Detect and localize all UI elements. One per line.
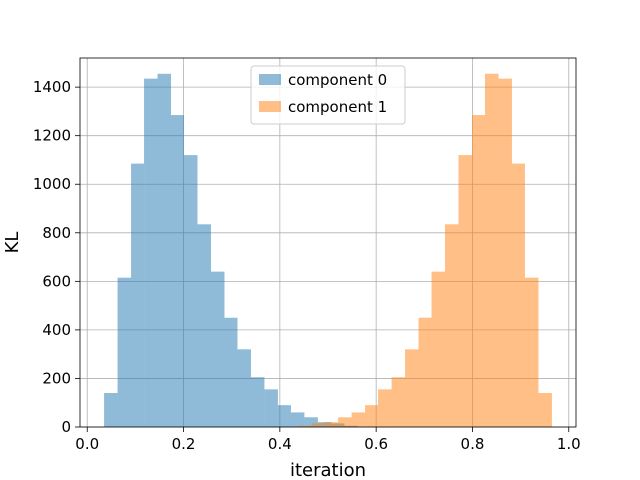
histogram-bars	[104, 73, 552, 428]
histogram-bar-component-1	[471, 115, 485, 427]
histogram-bar-component-1	[351, 412, 366, 427]
histogram-bar-component-1	[405, 349, 419, 427]
x-axis-ticks: 0.0 0.2 0.4 0.6 0.8 1.0	[75, 427, 581, 453]
histogram-bar-component-0	[250, 377, 265, 427]
histogram-bar-component-0	[264, 389, 278, 427]
x-axis-label: iteration	[290, 460, 366, 480]
legend-label-component-0: component 0	[288, 71, 387, 89]
x-tick-label: 0.6	[364, 435, 388, 453]
histogram-bar-component-1	[498, 78, 512, 428]
x-tick-label: 0.0	[75, 435, 99, 453]
histogram-bar-component-0	[197, 224, 211, 427]
histogram-bar-component-1	[418, 317, 432, 427]
y-axis-label: KL	[2, 232, 23, 254]
y-tick-label: 200	[42, 369, 71, 387]
histogram-bar-component-1	[391, 377, 406, 427]
histogram-bar-component-0	[277, 405, 291, 427]
histogram-bar-component-1	[338, 417, 352, 427]
y-tick-label: 400	[42, 321, 71, 339]
plot-frame	[79, 57, 577, 428]
y-axis-ticks: 0 200 400 600 800 1000 1200 1400	[33, 78, 80, 436]
histogram-bar-component-0	[290, 412, 305, 427]
histogram-bar-component-1	[484, 73, 499, 427]
histogram-bar-component-1	[365, 405, 379, 427]
legend-swatch-component-1	[259, 101, 281, 112]
histogram-bar-component-1	[298, 425, 312, 427]
histogram-bar-component-0	[237, 349, 251, 427]
histogram-bar-component-1	[511, 163, 525, 427]
histogram-bar-component-0	[224, 317, 238, 427]
y-tick-label: 1000	[33, 175, 71, 193]
histogram-bar-component-1	[324, 422, 339, 427]
histogram-bar-component-1	[524, 277, 539, 427]
histogram-bar-component-0	[210, 271, 225, 427]
histogram-bar-component-0	[171, 115, 185, 427]
y-tick-label: 600	[42, 272, 71, 290]
histogram-bar-component-0	[131, 163, 145, 427]
histogram-bar-component-0	[304, 417, 318, 427]
x-tick-label: 0.8	[461, 435, 485, 453]
histogram-bar-component-0	[184, 155, 198, 427]
y-tick-label: 1200	[33, 127, 71, 145]
legend-swatch-component-0	[259, 74, 281, 85]
histogram-bar-component-0	[157, 73, 172, 427]
histogram-bar-component-1	[311, 423, 325, 427]
histogram-bar-component-0	[104, 393, 118, 427]
histogram-bar-component-0	[144, 78, 158, 428]
legend: component 0 component 1	[250, 65, 406, 125]
histogram-bar-component-1	[538, 393, 552, 427]
x-tick-label: 0.4	[268, 435, 292, 453]
histogram-bar-component-1	[458, 155, 472, 427]
y-tick-label: 0	[61, 418, 71, 436]
histogram-bar-component-1	[378, 389, 392, 427]
histogram-bar-component-0	[117, 277, 132, 427]
legend-box	[250, 65, 406, 125]
legend-label-component-1: component 1	[288, 98, 387, 116]
x-tick-label: 0.2	[172, 435, 196, 453]
histogram-bar-component-1	[445, 224, 459, 427]
y-tick-label: 1400	[33, 78, 71, 96]
x-tick-label: 1.0	[557, 435, 581, 453]
y-tick-label: 800	[42, 224, 71, 242]
histogram-bar-component-1	[431, 271, 446, 427]
